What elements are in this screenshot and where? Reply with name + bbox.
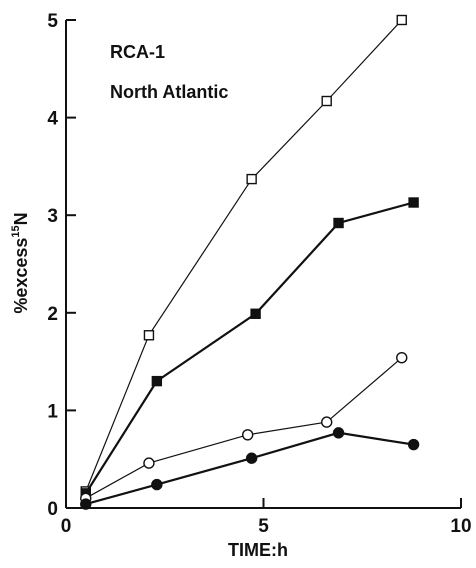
axis-ticks: 0 1 2 3 4 5 0 5 10 [47, 11, 471, 537]
series-line [85, 357, 403, 499]
data-point [321, 95, 332, 107]
series-line [84, 201, 414, 494]
data-point [396, 14, 407, 26]
data-point [241, 429, 254, 441]
y-tick-label: 3 [47, 206, 58, 227]
series-group [80, 14, 420, 510]
data-point [333, 217, 344, 229]
series-open-circle [80, 351, 408, 504]
data-point [245, 452, 258, 464]
y-axis-title-prefix: %excess [11, 238, 31, 314]
data-point [80, 498, 92, 510]
y-tick-label: 0 [47, 499, 58, 520]
series-filled-square [80, 197, 419, 499]
data-point [332, 427, 345, 439]
data-point [143, 457, 155, 469]
data-point [151, 375, 163, 387]
x-tick-label: 10 [450, 516, 471, 537]
data-point [408, 197, 419, 208]
annotation-north-atlantic: North Atlantic [110, 82, 228, 102]
series-line [85, 431, 414, 506]
y-tick-label: 2 [47, 304, 58, 325]
x-tick-label: 5 [258, 516, 269, 537]
data-point [407, 438, 420, 451]
data-point [246, 173, 257, 185]
data-point [151, 478, 163, 491]
x-tick-label: 0 [61, 516, 72, 537]
y-axis-title-suffix: N [11, 212, 31, 225]
y-tick-label: 5 [47, 11, 58, 32]
y-axis-title-superscript: 15 [10, 225, 22, 237]
data-point [321, 416, 333, 428]
data-point [143, 330, 155, 341]
data-point [250, 308, 261, 319]
x-axis-title: TIME:h [228, 540, 288, 560]
y-tick-label: 1 [47, 401, 58, 422]
series-filled-circle [80, 427, 420, 510]
annotation-rca-1: RCA-1 [110, 42, 165, 62]
y-tick-label: 4 [47, 109, 58, 130]
y-axis-title: %excess15N [10, 212, 31, 313]
data-point [396, 351, 408, 364]
plot-area: 0 1 2 3 4 5 0 5 10 [47, 11, 471, 537]
